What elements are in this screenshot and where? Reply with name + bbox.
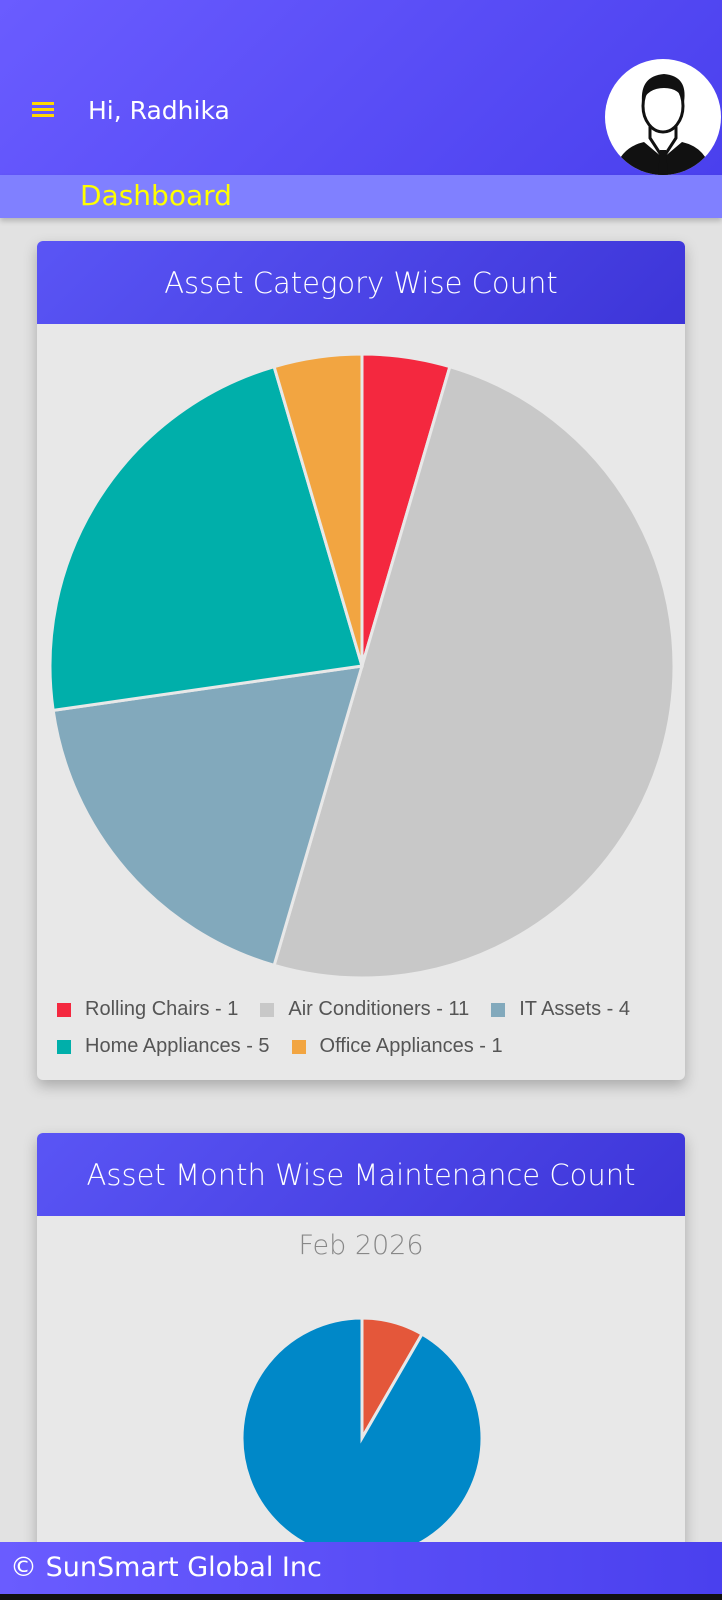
nav-bar: Dashboard: [0, 175, 722, 218]
legend-swatch: [291, 1039, 306, 1054]
legend-label: Rolling Chairs - 1: [85, 998, 239, 1020]
pie-chart: [240, 1316, 484, 1560]
pie-slice: [48, 364, 364, 713]
page-title: Dashboard: [80, 179, 232, 212]
legend-item[interactable]: Rolling Chairs - 1: [57, 998, 238, 1021]
legend-label: Air Conditioners - 11: [288, 998, 470, 1020]
footer: © SunSmart Global Inc: [0, 1542, 722, 1594]
greeting: Hi, Radhika: [88, 96, 230, 125]
system-bar: [0, 1594, 722, 1600]
legend-item[interactable]: Home Appliances - 5: [57, 1035, 270, 1058]
legend-swatch: [57, 1039, 71, 1054]
pie-slice: [272, 352, 364, 667]
app-header: Hi, Radhika: [0, 0, 722, 175]
legend-swatch: [491, 1002, 506, 1017]
legend-label: IT Assets - 4: [519, 998, 630, 1020]
legend-swatch: [57, 1002, 71, 1017]
chart-subtitle: Feb 2026: [298, 1230, 424, 1261]
pie-slice: [272, 364, 676, 980]
legend-item[interactable]: Air Conditioners - 11: [260, 998, 469, 1021]
pie-slice: [51, 664, 365, 968]
legend-item[interactable]: Office Appliances - 1: [291, 1035, 503, 1058]
card-title: Asset Month Wise Maintenance Count: [37, 1133, 685, 1216]
legend-item[interactable]: IT Assets - 4: [491, 998, 630, 1021]
legend-swatch: [260, 1002, 275, 1017]
avatar[interactable]: [604, 58, 722, 176]
card-title: Asset Category Wise Count: [37, 241, 685, 324]
legend-label: Office Appliances - 1: [319, 1035, 503, 1057]
legend: Rolling Chairs - 1 Air Conditioners - 11 I…: [37, 998, 685, 1058]
pie-chart: [48, 352, 676, 980]
legend-label: Home Appliances - 5: [85, 1035, 270, 1057]
menu-button[interactable]: [32, 101, 56, 119]
category-card: Asset Category Wise Count Rolling Chairs…: [37, 241, 685, 1080]
pie-slice: [240, 1316, 484, 1560]
maintenance-card: Asset Month Wise Maintenance Count Feb 2…: [37, 1133, 685, 1593]
